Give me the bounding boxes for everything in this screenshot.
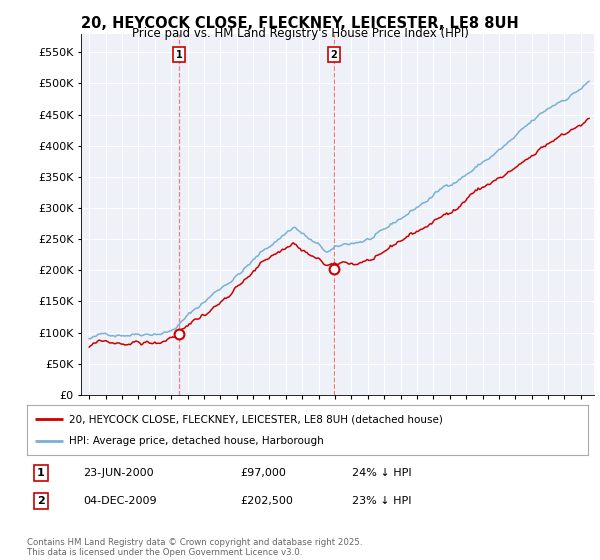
Text: Contains HM Land Registry data © Crown copyright and database right 2025.
This d: Contains HM Land Registry data © Crown c… (27, 538, 362, 557)
Text: 1: 1 (37, 468, 45, 478)
Text: 04-DEC-2009: 04-DEC-2009 (83, 496, 157, 506)
Text: Price paid vs. HM Land Registry's House Price Index (HPI): Price paid vs. HM Land Registry's House … (131, 27, 469, 40)
Text: HPI: Average price, detached house, Harborough: HPI: Average price, detached house, Harb… (69, 436, 324, 446)
Point (174, 330, 184, 339)
Text: 24% ↓ HPI: 24% ↓ HPI (352, 468, 412, 478)
Text: 20, HEYCOCK CLOSE, FLECKNEY, LEICESTER, LE8 8UH: 20, HEYCOCK CLOSE, FLECKNEY, LEICESTER, … (81, 16, 519, 31)
Text: £202,500: £202,500 (240, 496, 293, 506)
Text: 2: 2 (37, 496, 45, 506)
Text: £97,000: £97,000 (240, 468, 286, 478)
Text: 1: 1 (176, 50, 182, 60)
Point (329, 264, 338, 273)
Text: 23% ↓ HPI: 23% ↓ HPI (352, 496, 412, 506)
Text: 20, HEYCOCK CLOSE, FLECKNEY, LEICESTER, LE8 8UH (detached house): 20, HEYCOCK CLOSE, FLECKNEY, LEICESTER, … (69, 414, 443, 424)
Text: 23-JUN-2000: 23-JUN-2000 (83, 468, 154, 478)
Text: 2: 2 (331, 50, 337, 60)
